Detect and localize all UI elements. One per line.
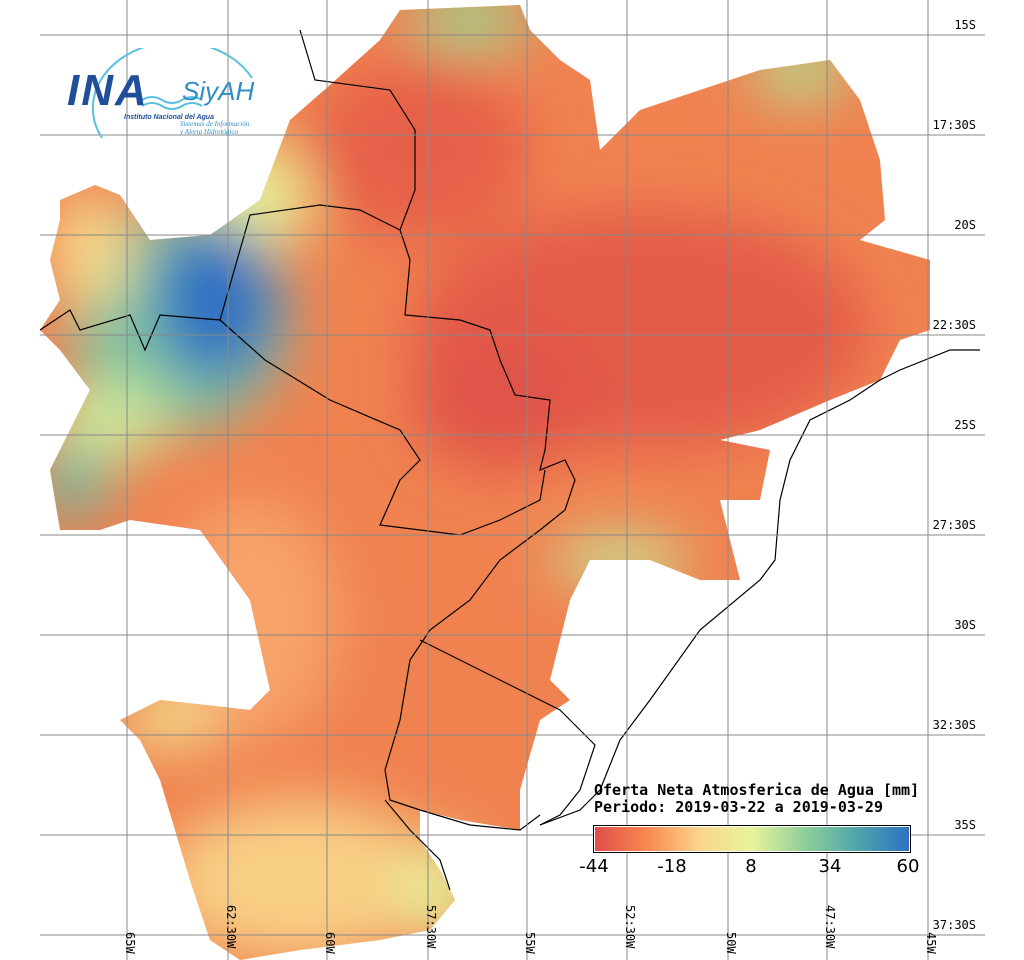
ina-siyah-logo: INA SiyAH Instituto Nacional del Agua Si… xyxy=(62,48,272,148)
colorbar-tick: 34 xyxy=(818,856,842,877)
legend-title: Oferta Neta Atmosferica de Agua [mm] Peri… xyxy=(594,782,919,816)
lat-label: 27:30S xyxy=(932,518,976,532)
colorbar-tick: -18 xyxy=(657,856,687,877)
lon-label: 47:30W xyxy=(823,905,837,949)
lon-label: 62:30W xyxy=(224,905,238,949)
lat-label: 32:30S xyxy=(932,718,976,732)
lat-label: 20S xyxy=(954,218,976,232)
lat-label: 22:30S xyxy=(932,318,976,332)
lat-label: 35S xyxy=(954,818,976,832)
lon-label: 57:30W xyxy=(424,905,438,949)
logo-system-line1: Sistemas de Información xyxy=(180,120,250,128)
logo-arc-icon xyxy=(91,48,253,139)
logo-system: Sistemas de Información y Alerta Hidroló… xyxy=(180,120,280,136)
colorbar-tick: 60 xyxy=(896,856,920,877)
lon-label: 65W xyxy=(123,932,137,954)
lon-label: 45W xyxy=(924,932,938,954)
lat-label: 15S xyxy=(954,18,976,32)
colorbar-tick: -44 xyxy=(579,856,609,877)
logo-system-line2: y Alerta Hidrológico xyxy=(180,128,238,136)
lon-label: 55W xyxy=(523,932,537,954)
lon-label: 60W xyxy=(323,932,337,954)
legend-period: Periodo: 2019-03-22 a 2019-03-29 xyxy=(594,798,883,816)
lat-label: 17:30S xyxy=(932,118,976,132)
political-borders xyxy=(39,29,980,891)
lat-label: 25S xyxy=(954,418,976,432)
graticule xyxy=(40,0,985,960)
logo-siyah: SiyAH xyxy=(182,76,255,106)
lon-label: 52:30W xyxy=(623,905,637,949)
legend-variable: Oferta Neta Atmosferica de Agua [mm] xyxy=(594,781,920,799)
lat-label: 30S xyxy=(954,618,976,632)
colorbar-gradient xyxy=(595,827,909,851)
lon-label: 50W xyxy=(724,932,738,954)
lat-label: 37:30S xyxy=(932,918,976,932)
logo-ina: INA xyxy=(67,66,149,115)
colorbar xyxy=(593,825,911,853)
colorbar-tick: 8 xyxy=(745,856,757,877)
logo-institute: Instituto Nacional del Agua xyxy=(124,114,214,121)
